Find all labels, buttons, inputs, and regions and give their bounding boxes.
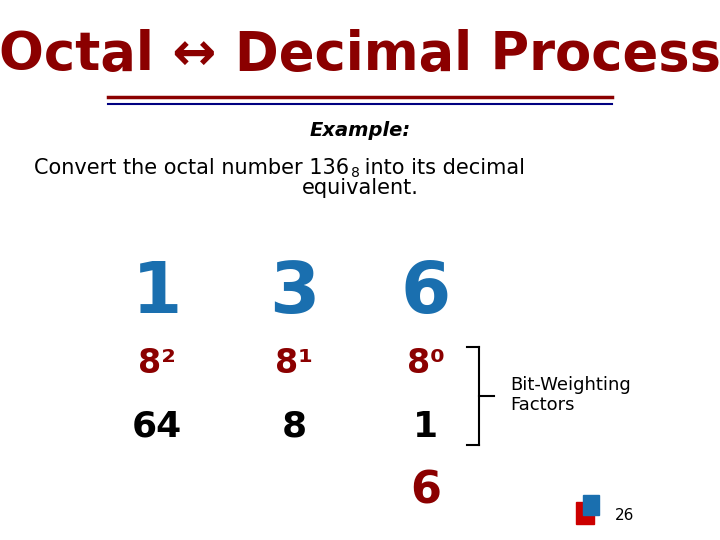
- Text: 8: 8: [282, 410, 307, 444]
- Text: 8: 8: [351, 166, 359, 180]
- Text: into its decimal: into its decimal: [359, 158, 526, 178]
- Text: 8⁰: 8⁰: [407, 347, 445, 380]
- Text: Octal ↔ Decimal Process: Octal ↔ Decimal Process: [0, 29, 720, 80]
- Text: Convert the octal number 136: Convert the octal number 136: [34, 158, 349, 178]
- Text: 8²: 8²: [138, 347, 176, 380]
- Text: 8¹: 8¹: [275, 347, 313, 380]
- Text: 3: 3: [269, 259, 320, 328]
- Text: 6: 6: [410, 469, 441, 512]
- Text: 26: 26: [615, 508, 634, 523]
- Text: Example:: Example:: [310, 121, 410, 140]
- Text: Bit-Weighting
Factors: Bit-Weighting Factors: [510, 375, 631, 414]
- Text: 1: 1: [413, 410, 438, 444]
- Text: 1: 1: [132, 259, 183, 328]
- FancyBboxPatch shape: [576, 502, 594, 524]
- FancyBboxPatch shape: [583, 495, 599, 515]
- Text: equivalent.: equivalent.: [302, 178, 418, 198]
- Text: 6: 6: [400, 259, 451, 328]
- Text: 64: 64: [132, 410, 182, 444]
